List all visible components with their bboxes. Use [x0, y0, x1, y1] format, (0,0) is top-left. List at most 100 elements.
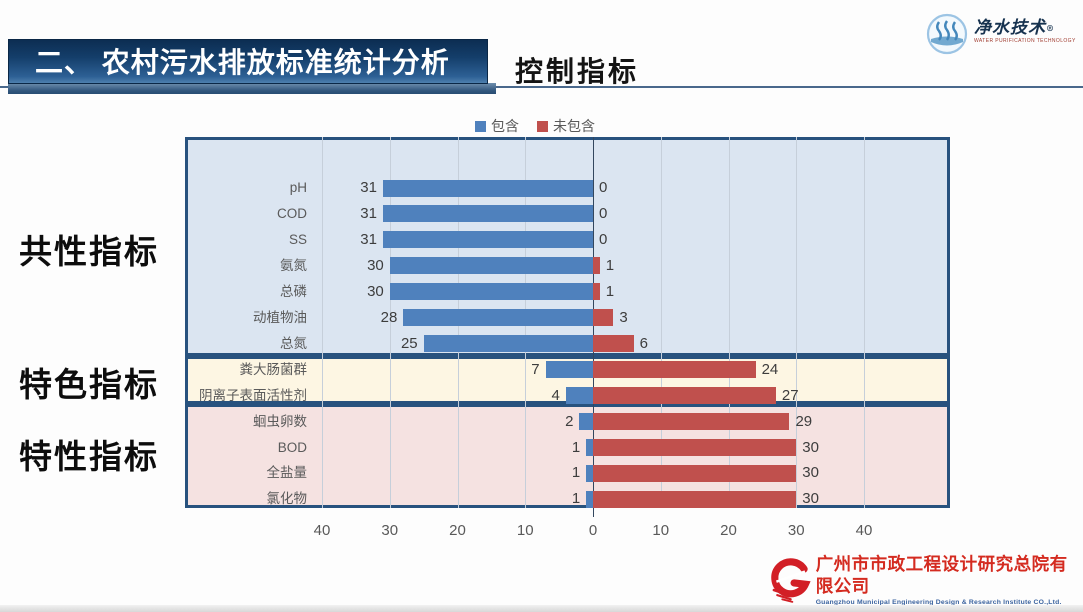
group-label: 共性指标 — [19, 234, 159, 271]
legend-item-excluded: 未包含 — [537, 116, 595, 136]
value-label-excluded: 0 — [599, 179, 608, 196]
footer-logo: 广州市市政工程设计研究总院有限公司 Guangzhou Municipal En… — [768, 553, 1083, 606]
bar-included — [565, 387, 593, 405]
value-label-included: 30 — [367, 282, 384, 300]
gridline — [796, 137, 798, 508]
gridline — [660, 137, 662, 508]
x-axis-tick-label: 20 — [449, 522, 466, 539]
value-label-excluded: 30 — [802, 464, 819, 482]
x-axis-tick-label: 40 — [855, 522, 873, 539]
x-axis-tick-label: 10 — [652, 522, 670, 539]
group-label: 特色指标 — [19, 368, 159, 404]
bar-included — [403, 309, 593, 327]
bar-included — [382, 205, 593, 223]
value-label-included: 25 — [400, 334, 418, 352]
bar-excluded — [593, 490, 797, 508]
x-axis-tick-label: 30 — [381, 522, 399, 539]
band-特性指标 — [185, 404, 950, 508]
category-label: 蛔虫卵数 — [253, 413, 307, 429]
value-label-excluded: 1 — [605, 256, 615, 274]
bar-included — [586, 464, 593, 482]
bar-excluded — [593, 309, 614, 327]
category-label: 总氮 — [280, 335, 307, 351]
footer-company-en: Guangzhou Municipal Engineering Design &… — [815, 599, 1062, 606]
value-label-excluded: 0 — [599, 230, 608, 248]
company-logo-icon — [771, 557, 811, 603]
value-label-included: 30 — [367, 256, 384, 274]
bar-included — [586, 439, 593, 456]
chart-legend: 包含 未包含 — [185, 117, 885, 135]
value-label-included: 31 — [360, 230, 377, 248]
bar-excluded — [593, 413, 790, 431]
bar-included — [545, 361, 593, 379]
category-label: pH — [289, 180, 307, 195]
group-label: 特性指标 — [19, 440, 159, 476]
legend-swatch-excluded — [537, 120, 548, 132]
value-label-included: 28 — [380, 308, 398, 326]
x-axis-tick-label: 40 — [313, 522, 331, 539]
x-axis-tick-label: 10 — [516, 522, 534, 539]
value-label-included: 31 — [360, 204, 377, 222]
legend-label-excluded: 未包含 — [553, 118, 595, 134]
legend-label-included: 包含 — [491, 118, 519, 134]
bar-excluded — [593, 464, 797, 482]
gridline — [322, 137, 323, 508]
x-axis-tick-label: 30 — [787, 522, 805, 539]
banner-title: 二、 农村污水排放标准统计分析 — [8, 39, 488, 84]
bar-excluded — [593, 361, 756, 379]
bar-included — [389, 283, 593, 301]
value-label-included: 1 — [571, 464, 581, 482]
value-label-excluded: 6 — [639, 334, 648, 352]
bar-excluded — [593, 335, 634, 353]
value-label-included: 7 — [531, 360, 540, 378]
value-label-included: 4 — [551, 386, 560, 404]
banner-shadow-strip — [8, 83, 496, 94]
value-label-included: 31 — [360, 179, 377, 196]
value-label-excluded: 27 — [781, 386, 799, 404]
bar-excluded — [593, 439, 797, 456]
bar-included — [586, 490, 593, 508]
value-label-excluded: 24 — [761, 360, 779, 378]
zero-axis-line — [593, 137, 594, 517]
gridline — [389, 137, 391, 508]
legend-item-included: 包含 — [475, 116, 519, 136]
value-label-excluded: 30 — [802, 438, 819, 456]
value-label-included: 1 — [571, 490, 581, 508]
registered-mark: ® — [1046, 23, 1055, 33]
bar-included — [389, 257, 593, 275]
value-label-included: 1 — [571, 438, 581, 456]
value-label-included: 2 — [565, 412, 574, 430]
category-label: 阴离子表面活性剂 — [199, 387, 307, 403]
brand-name: 净水技术® — [974, 18, 1055, 38]
bar-included — [382, 179, 593, 197]
category-label: COD — [277, 205, 307, 221]
category-label: 全盐量 — [266, 465, 308, 481]
value-label-excluded: 30 — [802, 490, 819, 508]
footer-company-zh: 广州市市政工程设计研究总院有限公司 — [815, 554, 1068, 596]
section-title: 控制指标 — [515, 57, 640, 88]
x-axis-tick-label: 20 — [720, 522, 737, 539]
category-label: 总磷 — [280, 283, 307, 299]
header-rule — [0, 86, 1083, 88]
category-label: 动植物油 — [253, 309, 307, 325]
category-label: BOD — [277, 439, 307, 455]
category-label: 粪大肠菌群 — [239, 361, 308, 377]
bar-excluded — [593, 283, 600, 301]
bar-excluded — [593, 257, 600, 275]
legend-swatch-included — [475, 120, 486, 132]
bar-included — [423, 335, 593, 353]
x-axis-tick-label: 0 — [588, 522, 598, 539]
brand-logo: 净水技术® WATER PURIFICATION TECHNOLOGY — [926, 13, 1076, 55]
value-label-excluded: 29 — [795, 412, 813, 430]
bar-included — [579, 413, 593, 431]
slide-bottom-edge — [0, 605, 1083, 612]
category-label: 氯化物 — [266, 491, 308, 507]
category-label: SS — [288, 231, 307, 247]
value-label-excluded: 0 — [599, 204, 608, 222]
value-label-excluded: 1 — [605, 282, 615, 300]
brand-tagline: WATER PURIFICATION TECHNOLOGY — [974, 38, 1076, 44]
bar-excluded — [593, 387, 776, 405]
value-label-excluded: 3 — [619, 308, 628, 326]
bar-included — [382, 231, 593, 249]
